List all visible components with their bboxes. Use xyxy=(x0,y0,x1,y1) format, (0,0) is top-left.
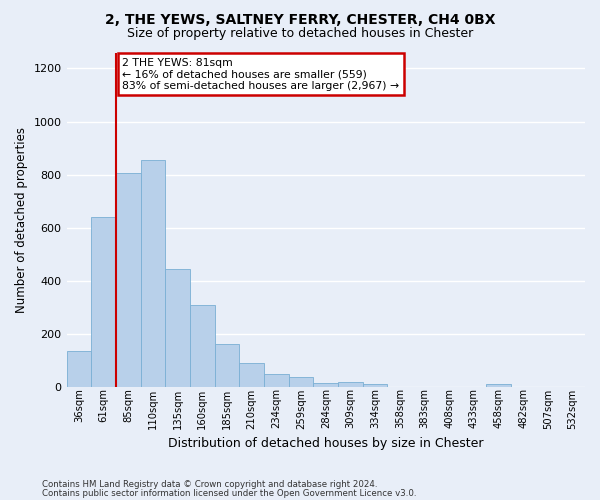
Bar xyxy=(313,382,338,387)
Bar xyxy=(91,217,116,387)
Text: Contains HM Land Registry data © Crown copyright and database right 2024.: Contains HM Land Registry data © Crown c… xyxy=(42,480,377,489)
Y-axis label: Number of detached properties: Number of detached properties xyxy=(15,126,28,312)
Bar xyxy=(140,160,165,387)
Text: Size of property relative to detached houses in Chester: Size of property relative to detached ho… xyxy=(127,28,473,40)
Bar xyxy=(264,374,289,387)
Text: 2, THE YEWS, SALTNEY FERRY, CHESTER, CH4 0BX: 2, THE YEWS, SALTNEY FERRY, CHESTER, CH4… xyxy=(105,12,495,26)
Text: 2 THE YEWS: 81sqm
← 16% of detached houses are smaller (559)
83% of semi-detache: 2 THE YEWS: 81sqm ← 16% of detached hous… xyxy=(122,58,399,91)
Bar xyxy=(363,384,388,387)
Text: Contains public sector information licensed under the Open Government Licence v3: Contains public sector information licen… xyxy=(42,488,416,498)
Bar xyxy=(67,351,91,387)
Bar xyxy=(116,174,140,387)
Bar xyxy=(239,363,264,387)
Bar xyxy=(486,384,511,387)
Bar xyxy=(338,382,363,387)
Bar xyxy=(165,269,190,387)
Bar xyxy=(215,344,239,387)
Bar xyxy=(289,377,313,387)
Bar xyxy=(190,305,215,387)
X-axis label: Distribution of detached houses by size in Chester: Distribution of detached houses by size … xyxy=(168,437,484,450)
